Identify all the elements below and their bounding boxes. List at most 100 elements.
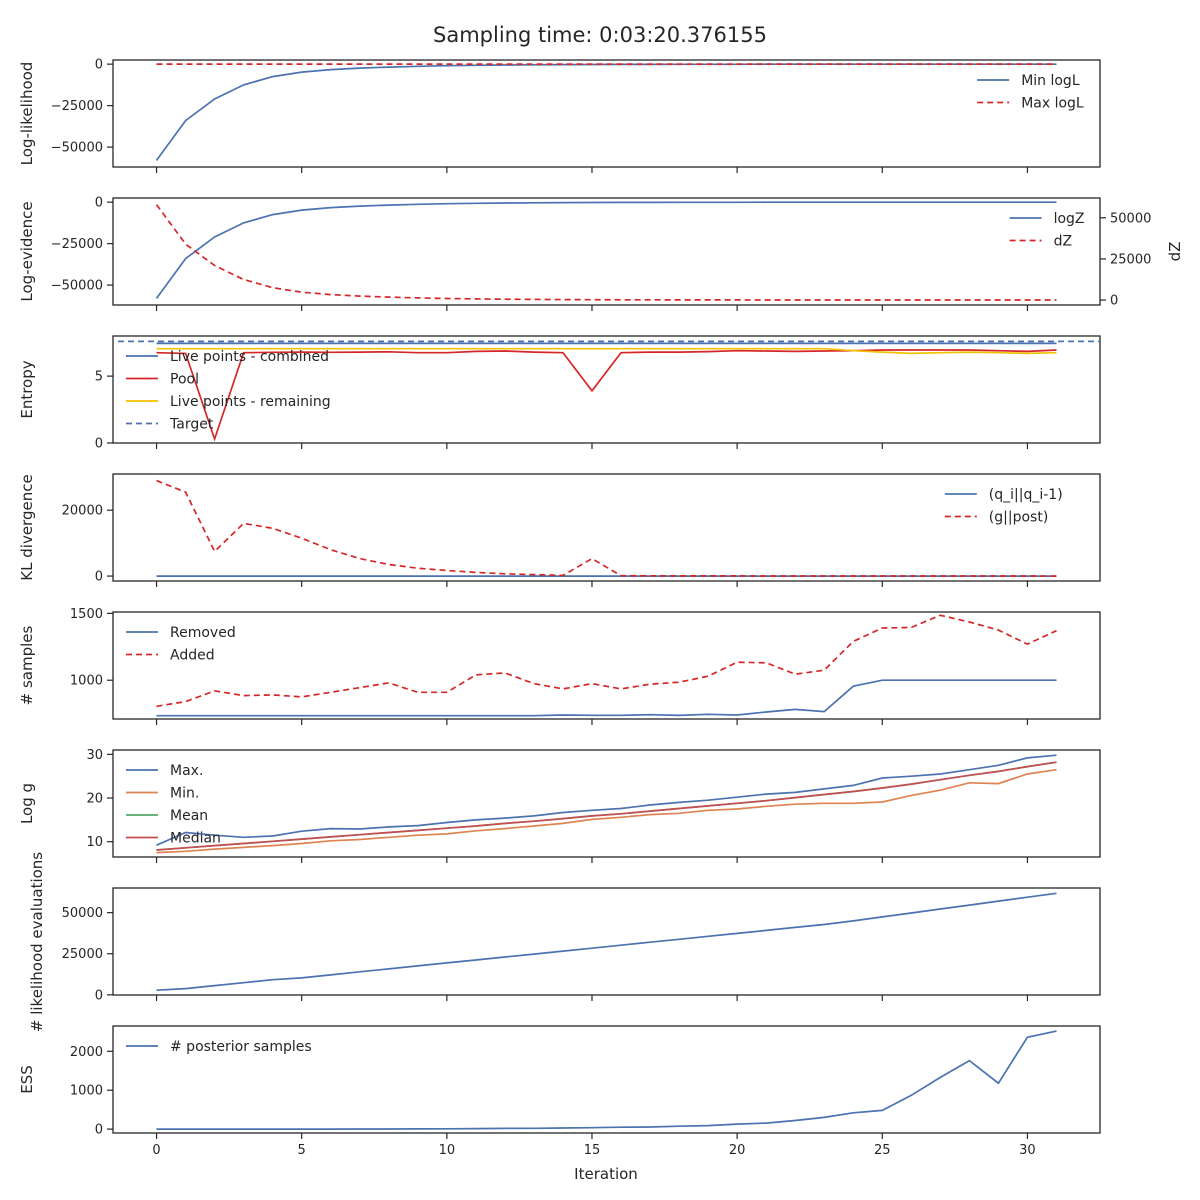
legend-label: logZ xyxy=(1054,211,1085,227)
axes-frame xyxy=(112,1025,1101,1134)
series-line-pool xyxy=(156,349,1057,442)
y-tick-label: 20 xyxy=(86,792,103,807)
y-tick-label: 1000 xyxy=(70,1084,103,1099)
y-axis-label: # likelihood evaluations xyxy=(28,852,46,1032)
y-tick-label: 0 xyxy=(95,437,103,452)
y-tick-label: 5 xyxy=(95,370,103,385)
legend: Live points - combined Pool Live points - … xyxy=(126,349,331,433)
legend-label: Max. xyxy=(170,763,203,779)
series-line-logz xyxy=(155,201,1057,299)
series-line-dz xyxy=(155,204,1057,301)
legend-label: Pool xyxy=(170,372,199,388)
y-tick-label: 25000 xyxy=(62,947,103,962)
y-tick-label: 30 xyxy=(86,748,103,763)
subplot-6: 10 20 30 Log g Max. Min. Mean Median xyxy=(18,748,1101,863)
y-axis-label: Entropy xyxy=(18,360,36,418)
y-axis-label: Log-evidence xyxy=(18,201,36,301)
subplot-1: 0 −25000 −50000 Log-likelihood Min logL Max l… xyxy=(18,58,1101,173)
series-line-min- xyxy=(156,768,1057,854)
legend-label: Removed xyxy=(170,625,236,641)
y-axis-label: # samples xyxy=(18,625,36,705)
y-axis-label: Log g xyxy=(18,783,36,824)
series-line-line xyxy=(156,892,1057,992)
legend-label: dZ xyxy=(1054,234,1072,250)
y-tick-label: −50000 xyxy=(51,141,103,156)
series-line-live-points-remaining xyxy=(156,347,1057,355)
plot-area xyxy=(113,340,1100,442)
y-axis-label: Log-likelihood xyxy=(18,62,36,166)
legend-label: Live points - combined xyxy=(170,349,329,365)
subplots: 0 −25000 −50000 Log-likelihood Min logL Max l… xyxy=(18,58,1184,1158)
legend: logZ dZ xyxy=(1009,211,1085,250)
y-tick-label: 0 xyxy=(95,988,103,1003)
legend-label: (g||post) xyxy=(989,510,1048,526)
legend: (q_i||q_i-1) (g||post) xyxy=(944,487,1063,526)
y-tick-label: 10 xyxy=(86,835,103,850)
y-tick-label: 2000 xyxy=(70,1045,103,1060)
y-tick-label: 1500 xyxy=(70,607,103,622)
y-right-tick-label: 50000 xyxy=(1110,211,1151,226)
y-right-tick-label: 0 xyxy=(1110,294,1118,309)
y-tick-label: −25000 xyxy=(51,99,103,114)
plot-area xyxy=(156,614,1057,717)
legend-label: Median xyxy=(170,831,221,847)
legend-label: Added xyxy=(170,648,215,664)
plot-area xyxy=(155,63,1057,161)
plot-area xyxy=(156,1030,1057,1130)
y-tick-label: 20000 xyxy=(62,504,103,519)
series-line-max- xyxy=(156,754,1057,846)
axes-frame xyxy=(112,749,1101,858)
legend-label: Target xyxy=(169,417,214,433)
plot-area xyxy=(156,479,1057,577)
axes-frame xyxy=(112,197,1101,306)
y-tick-label: −25000 xyxy=(51,237,103,252)
legend-label: Live points - remaining xyxy=(170,394,331,410)
y-tick-label: 0 xyxy=(95,1123,103,1138)
y-tick-label: 50000 xyxy=(62,906,103,921)
series-line--posterior-samples xyxy=(156,1030,1057,1130)
y-tick-label: 0 xyxy=(95,570,103,585)
y-right-tick-label: 25000 xyxy=(1110,252,1151,267)
x-tick-label: 30 xyxy=(1019,1143,1036,1158)
plot-area xyxy=(156,892,1057,992)
y-tick-label: 0 xyxy=(95,58,103,73)
series-line-min-logl xyxy=(155,63,1057,161)
legend-label: (q_i||q_i-1) xyxy=(989,487,1063,503)
legend-label: Min logL xyxy=(1021,73,1080,89)
axes-frame xyxy=(112,473,1101,582)
series-line-median xyxy=(156,761,1057,851)
y-right-axis-label: dZ xyxy=(1166,242,1184,262)
legend-label: Min. xyxy=(170,786,199,802)
x-tick-label: 0 xyxy=(152,1143,160,1158)
figure-title: Sampling time: 0:03:20.376155 xyxy=(433,23,767,47)
y-tick-label: 0 xyxy=(95,196,103,211)
y-axis-label: KL divergence xyxy=(18,474,36,580)
series-line-added xyxy=(156,614,1057,708)
legend: Min logL Max logL xyxy=(977,73,1084,112)
x-tick-label: 20 xyxy=(729,1143,746,1158)
axes-frame xyxy=(112,611,1101,720)
plot-area xyxy=(155,201,1057,301)
axes-frame xyxy=(112,59,1101,168)
axes-frame xyxy=(112,887,1101,996)
plot-area xyxy=(156,754,1057,854)
x-tick-label: 25 xyxy=(874,1143,891,1158)
x-tick-label: 15 xyxy=(584,1143,601,1158)
x-tick-label: 5 xyxy=(298,1143,306,1158)
subplot-5: 1000 1500 # samples Removed Added xyxy=(18,607,1101,725)
series-line--g-post- xyxy=(156,479,1057,577)
legend: Max. Min. Mean Median xyxy=(126,763,221,847)
legend-label: Mean xyxy=(170,808,208,824)
x-tick-label: 10 xyxy=(439,1143,456,1158)
subplot-7: 0 25000 50000 # likelihood evaluations xyxy=(28,852,1101,1032)
axes-frame xyxy=(112,335,1101,444)
legend: Removed Added xyxy=(126,625,236,664)
y-axis-label: ESS xyxy=(18,1065,36,1094)
y-tick-label: −50000 xyxy=(51,279,103,294)
subplot-8: 0 5 10 15 20 25 30 0 1000 2000 ESS # posterior samp… xyxy=(18,1025,1101,1158)
y-tick-label: 1000 xyxy=(70,674,103,689)
x-axis-label: Iteration xyxy=(574,1165,638,1183)
